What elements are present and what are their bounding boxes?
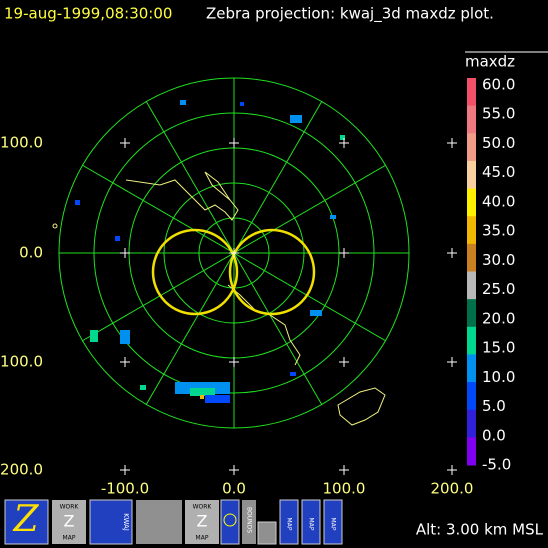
map-icon[interactable] [279, 499, 299, 545]
icon-label: WORK [60, 504, 80, 511]
map-icon[interactable] [323, 499, 343, 545]
colorbar-label: 5.0 [482, 397, 506, 415]
colorbar-label: 40.0 [482, 192, 515, 210]
toolbar: Z WORK Z MAP KWAJ WORK Z MAP BOUNDS MAP … [4, 499, 343, 545]
colorbar-swatch [467, 160, 476, 190]
map-overlay [52, 171, 386, 426]
colorbar-swatch [467, 243, 476, 272]
colorbar-swatch [467, 354, 476, 383]
colorbar-swatch [467, 216, 476, 245]
range-rings-overlay [151, 228, 316, 316]
zebra-logo: Z [12, 499, 39, 540]
colorbar: 60.0 55.0 50.0 45.0 40.0 35.0 30.0 25.0 20.0 15.0… [467, 76, 515, 474]
icon-label: MAP [63, 535, 76, 542]
colorbar-title: maxdz [465, 53, 515, 71]
colorbar-swatch [467, 409, 476, 438]
echoes [75, 100, 345, 403]
colorbar-label: 35.0 [482, 222, 515, 240]
colorbar-swatch [467, 133, 476, 162]
radar-icon[interactable] [136, 500, 182, 544]
colorbar-swatch [467, 271, 476, 300]
icon-label: MAP [308, 518, 315, 531]
x-label: -100.0 [101, 480, 149, 498]
colorbar-label: 55.0 [482, 105, 515, 123]
y-label: 100.0 [0, 353, 43, 371]
icon-label: Z [64, 512, 75, 531]
timestamp: 19-aug-1999,08:30:00 [4, 5, 172, 23]
grid-icon[interactable] [257, 521, 277, 545]
icon-label: MAP [330, 518, 337, 531]
colorbar-label: 15.0 [482, 339, 515, 357]
colorbar-swatch [467, 326, 476, 355]
y-label: 100.0 [0, 134, 43, 152]
colorbar-label: -5.0 [482, 456, 511, 474]
icon-label: WORK [193, 504, 213, 511]
colorbar-label: 10.0 [482, 368, 515, 386]
colorbar-swatch [467, 299, 476, 328]
plot-title: Zebra projection: kwaj_3d maxdz plot. [206, 5, 494, 24]
work-icon[interactable] [185, 500, 219, 544]
x-label: 200.0 [431, 480, 474, 498]
kwaj-icon[interactable] [89, 499, 133, 545]
target-glyph [223, 513, 237, 527]
colorbar-label: 0.0 [482, 426, 506, 444]
zebra-icon[interactable] [4, 499, 49, 545]
colorbar-label: 60.0 [482, 76, 515, 94]
colorbar-label: 20.0 [482, 309, 515, 327]
map-icon[interactable] [301, 499, 321, 545]
altitude-status: Alt: 3.00 km MSL [416, 521, 544, 539]
icon-label: BOUNDS [246, 507, 253, 533]
icon-label: MAP [286, 518, 293, 531]
axis-labels: 100.0 0.0 100.0 200.0 -100.0 0.0 100.0 200.0 [0, 134, 473, 498]
colorbar-swatch [467, 437, 476, 466]
x-label: 0.0 [222, 480, 246, 498]
y-label: 0.0 [19, 244, 43, 262]
colorbar-swatch [467, 188, 476, 217]
x-label: 100.0 [323, 480, 366, 498]
colorbar-label: 50.0 [482, 134, 515, 152]
colorbar-swatch [467, 78, 476, 107]
icon-label: Z [197, 512, 208, 531]
work-icon[interactable] [52, 500, 86, 544]
target-icon[interactable] [220, 499, 240, 545]
colorbar-label: 45.0 [482, 163, 515, 181]
colorbar-swatch [467, 382, 476, 411]
icon-label: KWAJ [122, 513, 130, 531]
bounds-icon[interactable] [242, 500, 256, 544]
colorbar-swatch [467, 105, 476, 134]
y-label: 200.0 [0, 461, 43, 479]
grid-marks [120, 138, 457, 475]
colorbar-label: 25.0 [482, 280, 515, 298]
colorbar-label: 30.0 [482, 251, 515, 269]
icon-label: MAP [196, 535, 209, 542]
